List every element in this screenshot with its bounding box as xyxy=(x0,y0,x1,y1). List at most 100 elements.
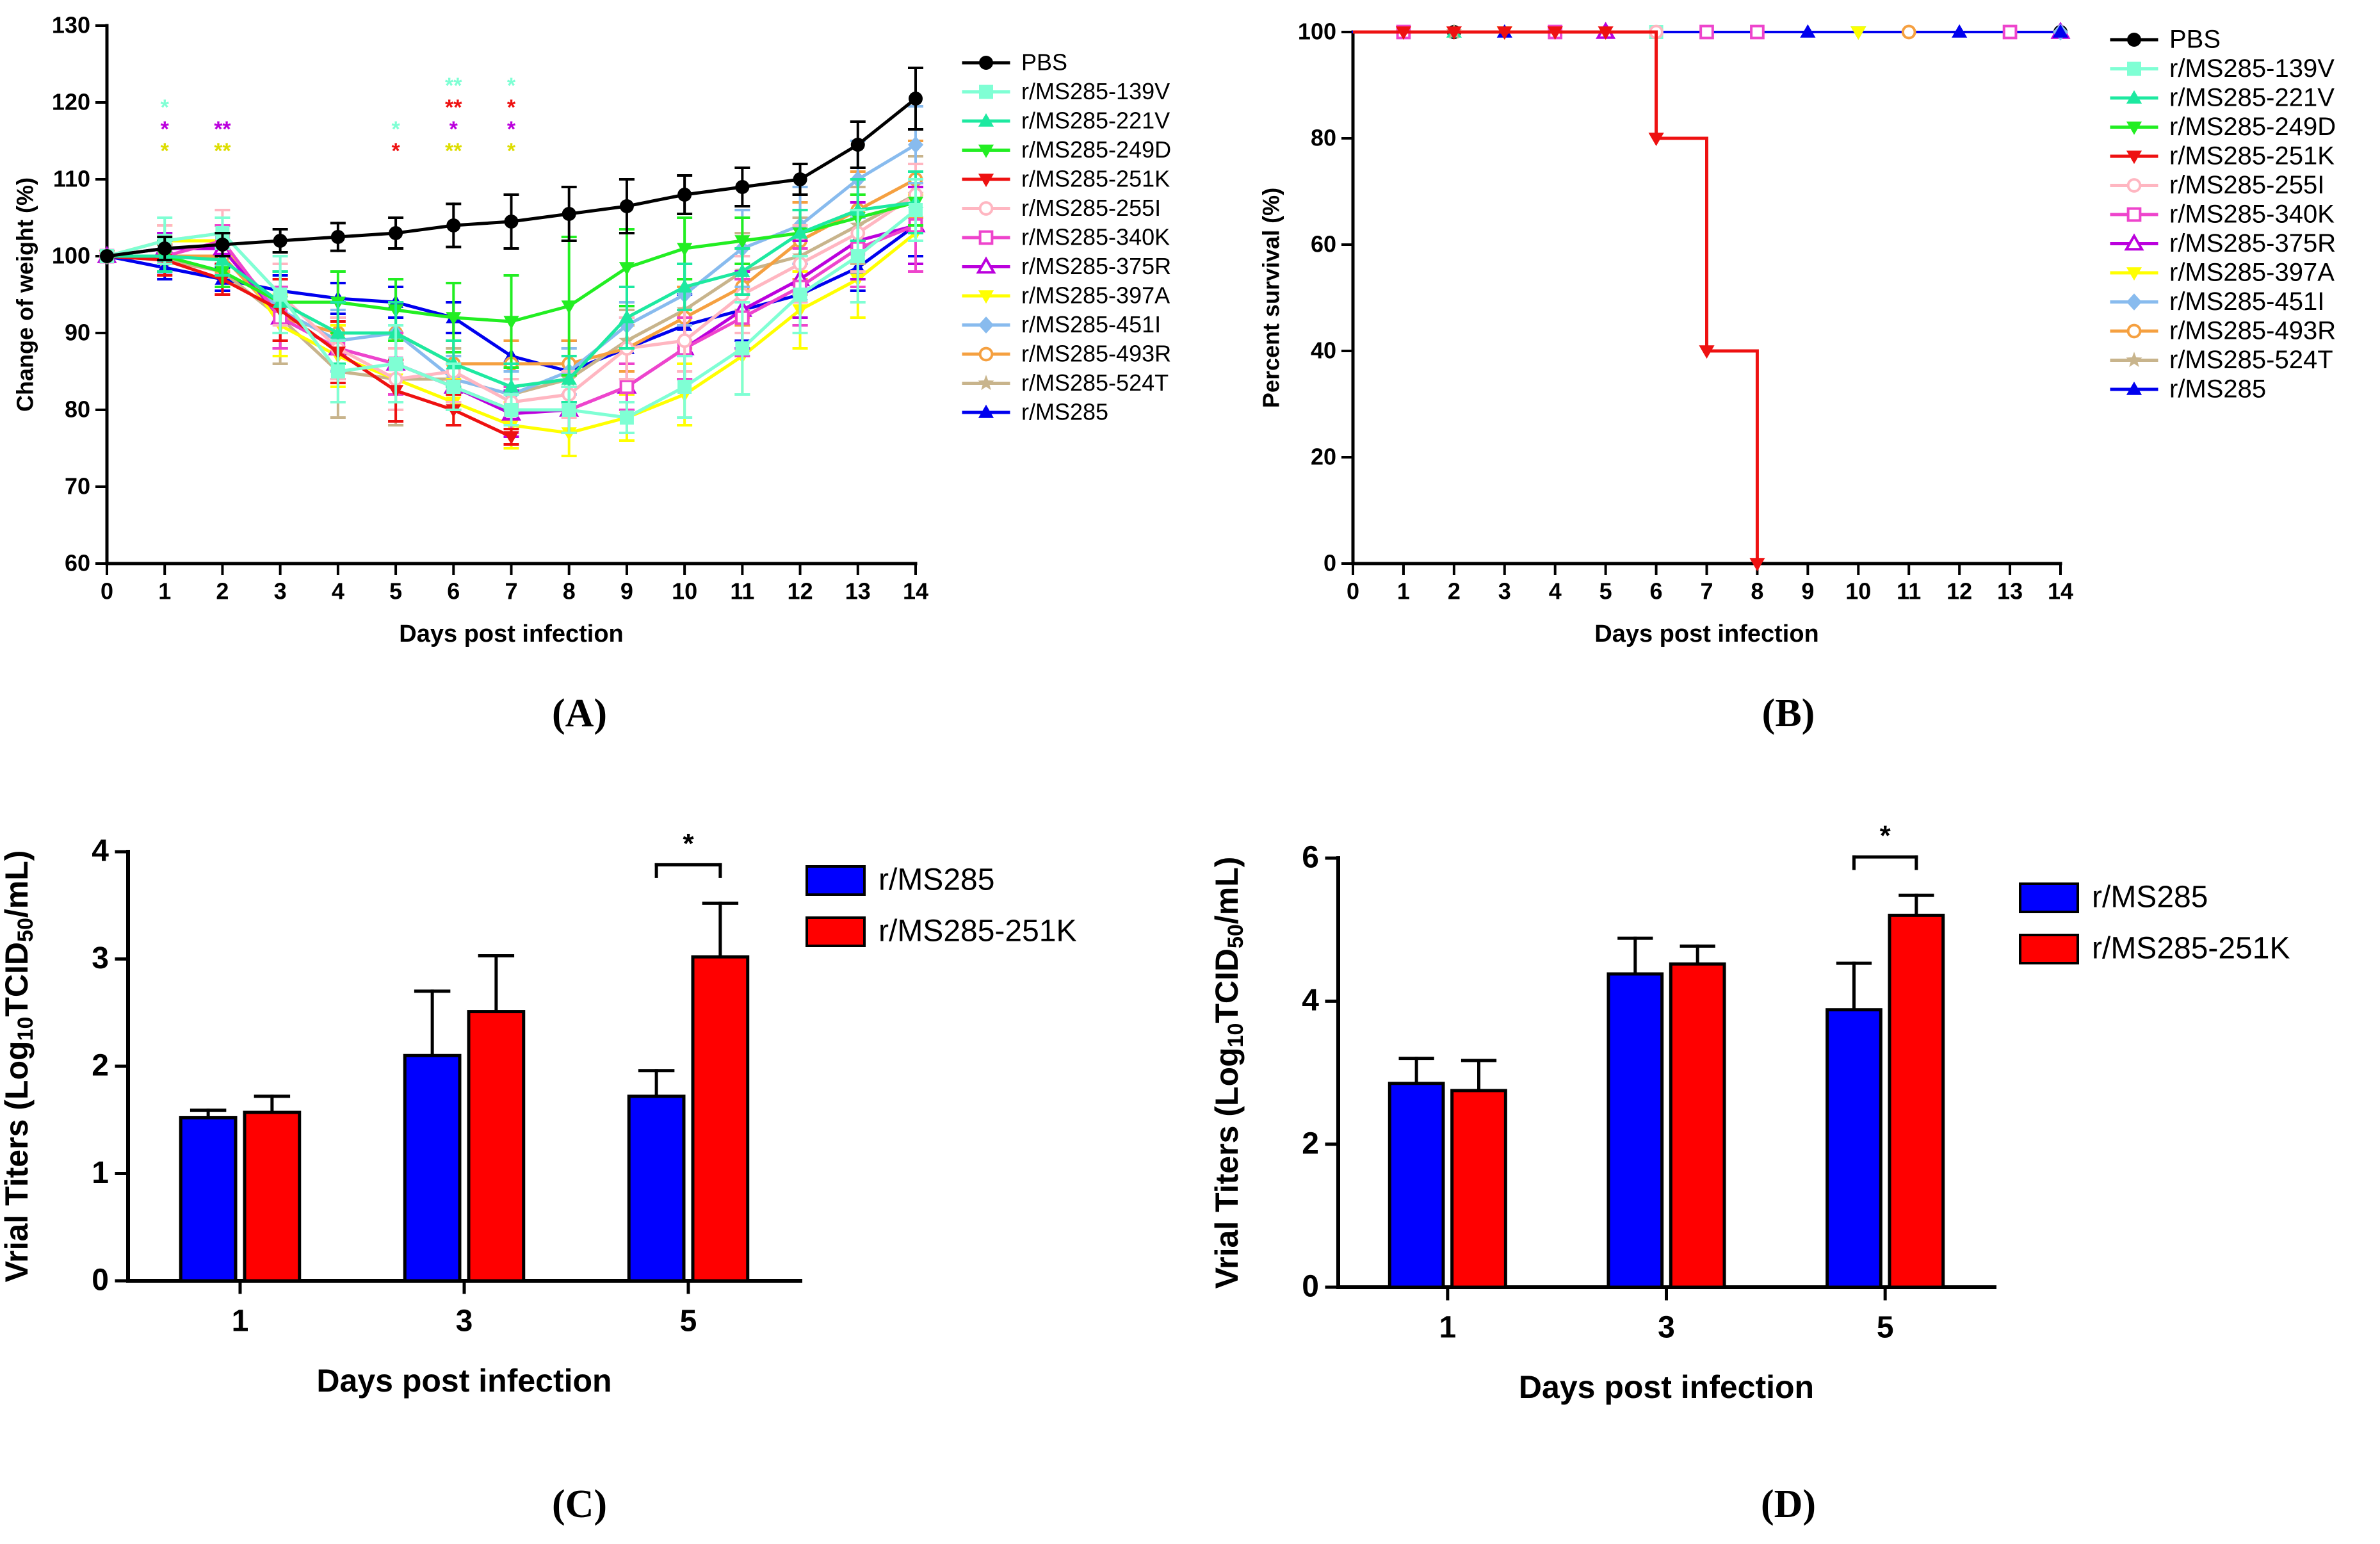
marker-shape xyxy=(2052,24,2069,38)
marker-shape xyxy=(330,325,346,339)
data-point xyxy=(504,215,519,229)
y-tick-label: 80 xyxy=(65,396,90,423)
data-point xyxy=(503,316,519,330)
bar-group xyxy=(179,1109,238,1283)
data-point xyxy=(735,180,750,194)
data-point xyxy=(561,300,577,314)
legend-marker xyxy=(2126,207,2142,222)
bar-group xyxy=(627,1069,686,1283)
marker-shape xyxy=(735,180,750,194)
x-tick-label: 8 xyxy=(563,578,576,605)
legend-marker xyxy=(2127,33,2141,47)
marker-shape xyxy=(1901,24,1916,40)
x-tick-label: 6 xyxy=(1650,578,1663,605)
y-tick-label: 20 xyxy=(1311,444,1336,470)
legend-b-item: r/MS285-340K xyxy=(2110,200,2335,229)
y-axis-title-part: Vrial Titers (Log xyxy=(0,1041,35,1282)
marker-shape xyxy=(1699,24,1714,40)
marker-shape xyxy=(1750,24,1765,40)
bar xyxy=(467,1010,526,1283)
marker-shape xyxy=(1749,558,1765,572)
x-tick-label: 9 xyxy=(1801,578,1814,605)
y-axis-title-part: /mL) xyxy=(1209,857,1245,925)
data-point xyxy=(734,235,750,249)
legend-label: r/MS285-451I xyxy=(2169,288,2324,316)
legend-marker xyxy=(978,113,994,127)
legend-swatch xyxy=(2019,934,2079,964)
data-point xyxy=(619,309,635,323)
y-tick-label: 120 xyxy=(52,89,90,115)
data-point xyxy=(215,252,231,266)
legend-a-item: r/MS285-397A xyxy=(962,282,1170,309)
significance-star: * xyxy=(391,139,400,163)
legend-label: r/MS285-397A xyxy=(2169,259,2335,287)
significance-star: * xyxy=(161,117,170,142)
marker-shape xyxy=(793,172,807,186)
survival-marker xyxy=(1952,24,1968,38)
legend-label: r/MS285-397A xyxy=(1021,282,1170,309)
legend-b-item: r/MS285-375R xyxy=(2110,229,2336,257)
marker-shape xyxy=(2127,61,2141,76)
legend-label: r/MS285-451I xyxy=(1021,311,1161,337)
marker-shape xyxy=(561,371,577,385)
data-point xyxy=(619,410,634,425)
legend-marker xyxy=(2126,293,2142,311)
legend-a-item: r/MS285-221V xyxy=(962,108,1170,134)
y-tick-label: 60 xyxy=(1311,231,1336,257)
legend-label: r/MS285 xyxy=(878,863,994,897)
bar xyxy=(1669,962,1726,1289)
significance-star: ** xyxy=(445,74,462,98)
data-point xyxy=(619,379,635,394)
legend-b-item: r/MS285-255I xyxy=(2110,171,2324,199)
data-point xyxy=(389,357,403,371)
significance-star: ** xyxy=(445,139,462,163)
x-tick-label: 1 xyxy=(232,1304,249,1338)
y-tick-label: 6 xyxy=(1302,841,1319,875)
marker-shape xyxy=(504,403,519,417)
bar-group xyxy=(1450,1059,1507,1289)
legend-a-item: r/MS285-249D xyxy=(962,136,1171,163)
data-point xyxy=(273,234,287,248)
significance-star: * xyxy=(507,139,516,163)
y-axis-title: Change of weight (%) xyxy=(12,177,38,412)
significance-star: * xyxy=(391,117,400,142)
x-tick-label: 10 xyxy=(1845,578,1871,605)
marker-shape xyxy=(1547,26,1563,40)
legend-marker xyxy=(978,230,994,245)
survival-marker xyxy=(1699,345,1715,359)
x-tick-label: 8 xyxy=(1751,578,1763,605)
legend-marker xyxy=(978,174,994,188)
legend-marker xyxy=(2126,178,2142,193)
x-tick-label: 14 xyxy=(903,578,928,605)
data-point xyxy=(792,225,808,239)
data-point xyxy=(793,172,807,186)
x-tick-label: 6 xyxy=(447,578,460,605)
legend-a-item: r/MS285-251K xyxy=(962,166,1170,192)
legend-marker xyxy=(978,144,994,158)
data-point xyxy=(446,380,461,394)
legend-marker xyxy=(2126,121,2142,135)
survival-marker xyxy=(1648,133,1664,147)
panel-label-c: (C) xyxy=(552,1483,607,1526)
legend-label: r/MS285-251K xyxy=(1021,166,1170,192)
marker-shape xyxy=(619,410,634,425)
marker-shape xyxy=(1496,26,1512,40)
legend-label: r/MS285-255I xyxy=(2169,171,2324,199)
data-point xyxy=(389,226,403,240)
legend-label: r/MS285-524T xyxy=(1021,370,1169,396)
data-point xyxy=(850,249,865,263)
x-tick-label: 5 xyxy=(389,578,402,605)
marker-shape xyxy=(562,403,576,417)
legend-marker xyxy=(978,290,994,304)
x-axis-title: Days post infection xyxy=(1594,621,1819,647)
x-tick-label: 0 xyxy=(101,578,113,605)
data-point xyxy=(619,199,634,213)
marker-shape xyxy=(909,203,923,217)
marker-shape xyxy=(978,174,994,188)
marker-shape xyxy=(1800,24,1816,38)
y-axis-title-subscript: 50 xyxy=(1224,924,1248,948)
y-axis-title-part: Vrial Titers (Log xyxy=(1209,1047,1245,1288)
legend-label: r/MS285-251K xyxy=(878,914,1077,948)
marker-shape xyxy=(677,333,692,348)
y-axis-title: Vrial Titers (Log10TCID50/mL) xyxy=(0,850,38,1283)
